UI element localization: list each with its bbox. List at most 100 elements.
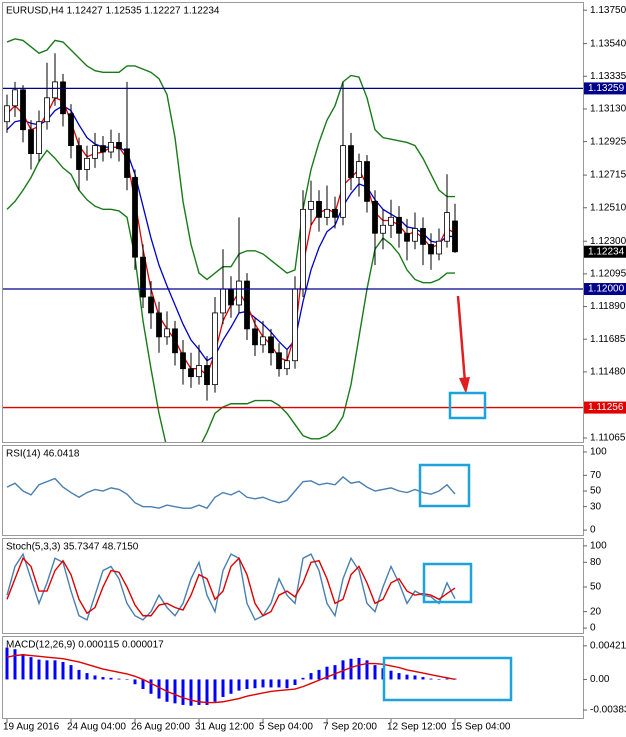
candle-body — [92, 145, 98, 159]
histogram-bar — [293, 679, 297, 686]
x-tick-label: 19 Aug 2016 — [3, 722, 60, 733]
candle-body — [52, 81, 58, 99]
level-label: 1.13259 — [588, 83, 625, 94]
x-tick-label: 24 Aug 04:00 — [67, 722, 126, 733]
histogram-bar — [317, 669, 321, 680]
y-tick-label: 100 — [590, 541, 607, 552]
candle-body — [380, 224, 386, 234]
histogram-bar — [29, 657, 33, 680]
histogram-bar — [445, 678, 449, 680]
indicator-line — [6, 149, 455, 442]
candle-body — [276, 352, 282, 370]
histogram-bar — [389, 670, 393, 680]
histogram-bar — [429, 678, 433, 680]
y-tick-label: 20 — [590, 606, 602, 617]
candle-body — [108, 142, 114, 153]
histogram-bar — [421, 677, 425, 680]
candle-body — [68, 113, 74, 147]
highlight-box — [422, 562, 473, 604]
candle-body — [444, 212, 450, 242]
histogram-bar — [101, 677, 105, 680]
candle-body — [148, 296, 154, 314]
candle-body — [84, 157, 90, 170]
level-label-box — [584, 82, 626, 95]
histogram-bar — [237, 679, 241, 691]
y-tick-label: 1.13335 — [590, 71, 626, 82]
y-tick-label: 1.11890 — [590, 301, 626, 312]
x-tick-label: 26 Aug 20:00 — [131, 722, 190, 733]
histogram-bar — [285, 679, 289, 689]
y-tick-label: 0 — [590, 623, 596, 634]
candle-body — [116, 142, 122, 150]
histogram-bar — [413, 675, 417, 680]
candle-body — [372, 200, 378, 234]
histogram-bar — [5, 647, 9, 680]
candle-body — [20, 89, 26, 131]
histogram-bar — [333, 665, 337, 680]
histogram-bar — [365, 660, 369, 680]
candle-body — [196, 365, 202, 378]
level-label: 1.11256 — [588, 402, 624, 413]
candle-body — [364, 161, 370, 202]
y-tick-label: 1.13130 — [590, 104, 626, 115]
plot-area — [5, 647, 457, 706]
candle-body — [404, 232, 410, 242]
level-label: 1.12000 — [588, 284, 625, 295]
histogram-bar — [277, 679, 281, 688]
annotations — [382, 295, 513, 702]
panel-title: MACD(12,26,9) 0.000115 0.000017 — [6, 640, 164, 651]
y-tick-label: 1.12510 — [590, 202, 626, 213]
histogram-bar — [53, 660, 57, 680]
indicator-line — [6, 476, 456, 510]
candle-body — [268, 336, 274, 354]
candle-body — [252, 328, 258, 346]
candle-body — [452, 220, 458, 253]
candle-body — [332, 208, 338, 218]
y-tick-label: 1.13540 — [590, 38, 626, 49]
candle-body — [236, 280, 242, 306]
histogram-bar — [325, 666, 329, 680]
candle-body — [220, 288, 226, 314]
y-tick-label: 80 — [590, 557, 602, 568]
histogram-bar — [165, 679, 169, 702]
highlight-box — [418, 463, 471, 508]
histogram-bar — [85, 673, 89, 680]
candle-body — [300, 208, 306, 290]
histogram-bar — [77, 669, 81, 680]
price-label: 1.12234 — [588, 246, 625, 257]
highlight-box — [448, 391, 487, 420]
histogram-bar — [261, 679, 265, 688]
histogram-bar — [141, 679, 145, 690]
y-tick-label: 1.12715 — [590, 170, 626, 181]
candle-body — [348, 145, 354, 178]
histogram-bar — [173, 679, 177, 704]
candle-body — [180, 352, 186, 370]
histogram-bar — [69, 665, 73, 680]
histogram-bar — [301, 677, 305, 680]
panel-title: RSI(14) 46.0418 — [6, 449, 80, 460]
candle-body — [140, 256, 146, 298]
y-tick-label: 50 — [590, 486, 602, 497]
indicator-line — [6, 654, 456, 704]
level-label-box — [584, 283, 626, 296]
histogram-bar — [133, 679, 137, 685]
histogram-bar — [405, 674, 409, 680]
y-tick-label: 30 — [590, 501, 602, 512]
x-tick-label: 7 Sep 20:00 — [323, 722, 377, 733]
indicator-line — [6, 552, 456, 621]
indicator-line — [6, 556, 456, 617]
candle-body — [436, 240, 442, 255]
y-tick-label: 0.00 — [590, 674, 610, 685]
histogram-bar — [21, 653, 25, 680]
x-tick-label: 15 Sep 04:00 — [451, 722, 511, 733]
histogram-bar — [45, 660, 49, 680]
panel-title: Stoch(5,3,3) 35.7347 48.7150 — [6, 542, 139, 553]
arrow-head — [459, 377, 470, 394]
y-tick-label: 1.12300 — [590, 236, 626, 247]
histogram-bar — [373, 665, 377, 680]
histogram-bar — [93, 675, 97, 680]
histogram-bar — [205, 679, 209, 705]
histogram-bar — [109, 677, 113, 680]
candle-body — [356, 161, 362, 178]
